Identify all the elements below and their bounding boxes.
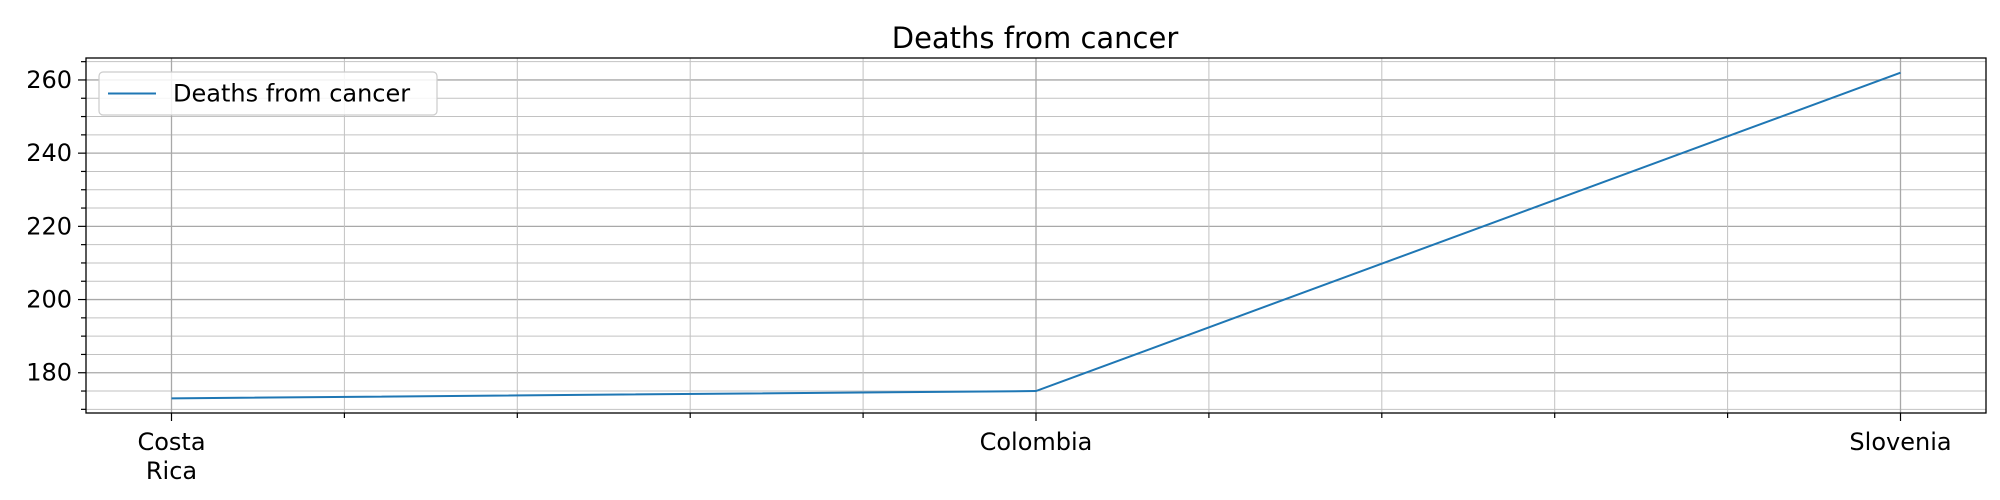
legend-box bbox=[98, 71, 438, 116]
y-tick-label: 200 bbox=[26, 286, 72, 314]
grid bbox=[86, 58, 1986, 413]
x-tick-label: Costa Rica bbox=[137, 428, 205, 485]
y-tick-label: 240 bbox=[26, 139, 72, 167]
x-tick-label: Slovenia bbox=[1849, 428, 1951, 456]
plot-frame bbox=[85, 57, 1987, 414]
legend: Deaths from cancer bbox=[98, 71, 438, 116]
chart-title: Deaths from cancer bbox=[892, 21, 1179, 55]
y-tick-label: 260 bbox=[26, 66, 72, 94]
legend-label: Deaths from cancer bbox=[173, 80, 410, 108]
axes: 180 200 220 240 260 Costa Rica Colombia Slovenia bbox=[26, 57, 1987, 485]
x-tick-label: Colombia bbox=[980, 428, 1093, 456]
y-tick-label: 180 bbox=[26, 359, 72, 387]
series-layer bbox=[171, 71, 1901, 400]
y-tick-label: 220 bbox=[26, 212, 72, 240]
